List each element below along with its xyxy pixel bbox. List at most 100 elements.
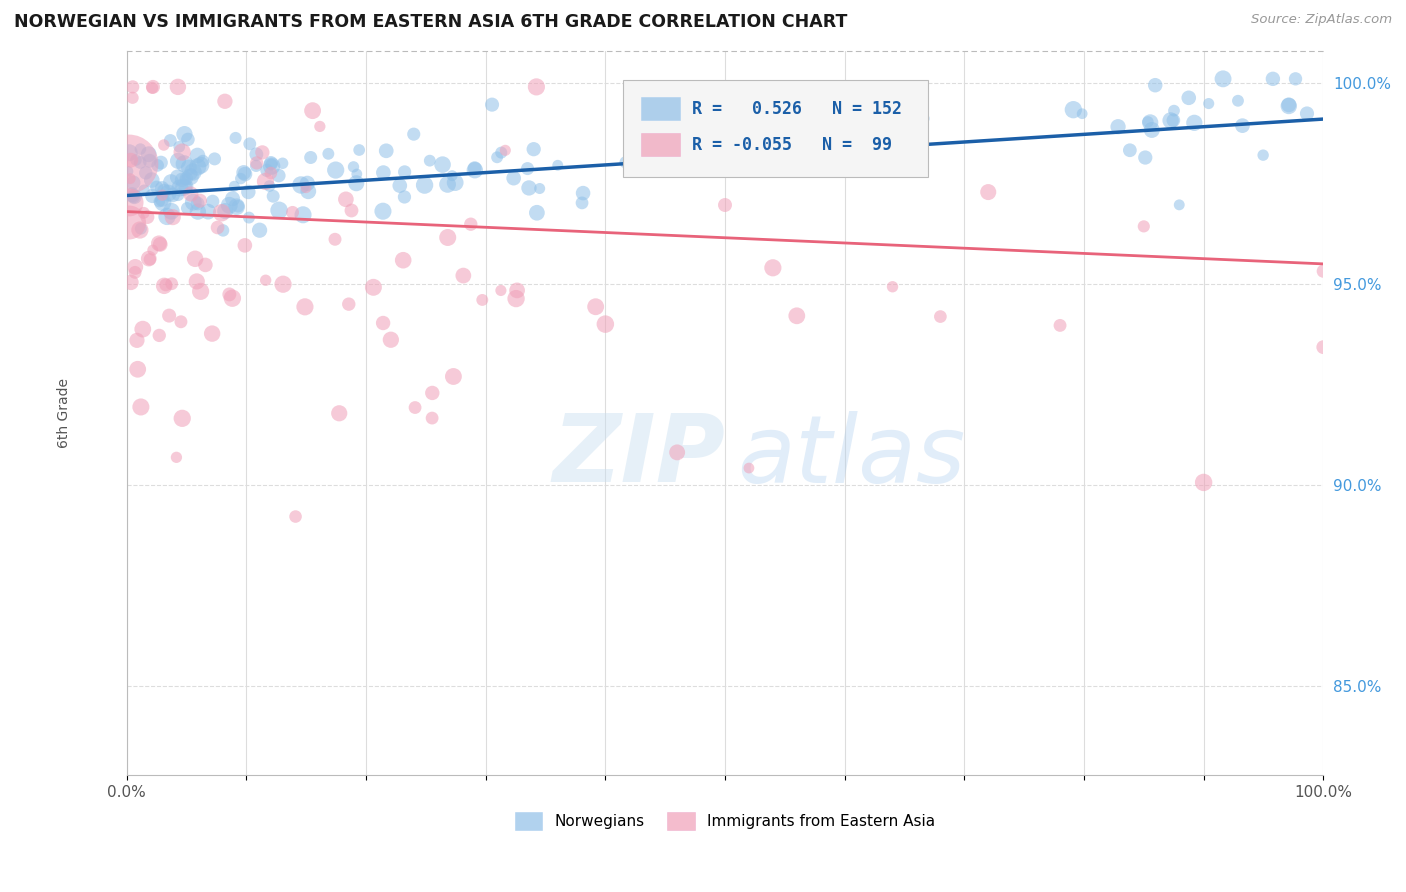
Point — [260, 158, 283, 172]
Point — [595, 317, 617, 331]
Point — [301, 103, 323, 118]
Point — [150, 188, 173, 202]
FancyBboxPatch shape — [623, 79, 928, 178]
Point — [157, 186, 180, 200]
Point — [172, 411, 194, 425]
Point — [129, 400, 152, 414]
Point — [169, 139, 191, 153]
Point — [153, 184, 176, 198]
Point — [174, 179, 197, 194]
Point — [494, 144, 516, 158]
Point — [152, 195, 174, 210]
Point — [138, 147, 160, 161]
Point — [436, 178, 458, 192]
Point — [394, 190, 416, 204]
Point — [153, 278, 176, 293]
Point — [254, 273, 277, 287]
Point — [481, 97, 503, 112]
Point — [572, 186, 595, 200]
Point — [180, 167, 202, 181]
Point — [271, 156, 294, 170]
Point — [254, 174, 277, 188]
Point — [297, 177, 319, 191]
Point — [1278, 99, 1301, 113]
Text: R =   0.526   N = 152: R = 0.526 N = 152 — [692, 100, 901, 118]
Point — [142, 243, 165, 257]
Point — [150, 193, 173, 207]
Point — [464, 161, 486, 175]
Point — [118, 215, 141, 229]
Point — [505, 292, 527, 306]
Point — [1144, 78, 1167, 93]
Point — [197, 204, 219, 219]
Point — [221, 291, 243, 305]
Point — [308, 120, 330, 134]
Point — [214, 95, 236, 109]
Text: atlas: atlas — [737, 410, 966, 501]
Point — [977, 185, 1000, 199]
Point — [260, 156, 283, 170]
Point — [1119, 143, 1142, 157]
Point — [1226, 94, 1249, 108]
Point — [148, 328, 170, 343]
Point — [328, 406, 350, 420]
Point — [284, 509, 307, 524]
Point — [1192, 475, 1215, 490]
Point — [187, 204, 209, 219]
Point — [229, 171, 252, 186]
Point — [125, 153, 148, 167]
Point — [146, 158, 169, 172]
Text: Source: ZipAtlas.com: Source: ZipAtlas.com — [1251, 13, 1392, 27]
FancyBboxPatch shape — [641, 97, 679, 120]
Point — [299, 151, 322, 165]
Point — [167, 153, 190, 168]
Point — [122, 176, 145, 190]
Point — [191, 154, 214, 169]
Point — [882, 279, 904, 293]
Point — [375, 144, 398, 158]
Point — [436, 230, 458, 244]
Point — [188, 194, 211, 208]
Point — [173, 127, 195, 141]
Point — [1163, 113, 1185, 128]
Point — [262, 189, 284, 203]
Point — [121, 91, 143, 105]
Point — [139, 252, 162, 267]
Point — [420, 411, 443, 425]
Point — [136, 210, 159, 224]
Point — [1071, 106, 1094, 120]
Point — [141, 173, 163, 187]
Point — [245, 147, 267, 161]
Point — [526, 206, 548, 220]
Point — [325, 163, 347, 178]
Point — [1261, 71, 1284, 86]
Point — [187, 196, 209, 211]
Point — [170, 315, 193, 329]
Point — [118, 195, 141, 210]
Point — [471, 293, 494, 307]
Point — [122, 190, 145, 204]
Point — [259, 179, 281, 194]
Point — [150, 181, 173, 195]
Point — [141, 189, 163, 203]
Point — [696, 139, 718, 153]
Point — [1232, 119, 1254, 133]
Point — [173, 180, 195, 194]
Point — [432, 158, 454, 172]
Point — [245, 159, 267, 173]
Point — [179, 169, 201, 184]
Point — [419, 153, 441, 168]
Point — [170, 173, 193, 187]
Point — [529, 181, 551, 195]
FancyBboxPatch shape — [641, 133, 679, 156]
Point — [181, 195, 204, 210]
Point — [413, 178, 436, 193]
Point — [441, 169, 464, 183]
Point — [145, 180, 167, 194]
Point — [232, 165, 254, 179]
Point — [1136, 115, 1159, 129]
Point — [187, 160, 209, 174]
Point — [444, 176, 467, 190]
Point — [174, 171, 197, 186]
Point — [124, 189, 146, 203]
